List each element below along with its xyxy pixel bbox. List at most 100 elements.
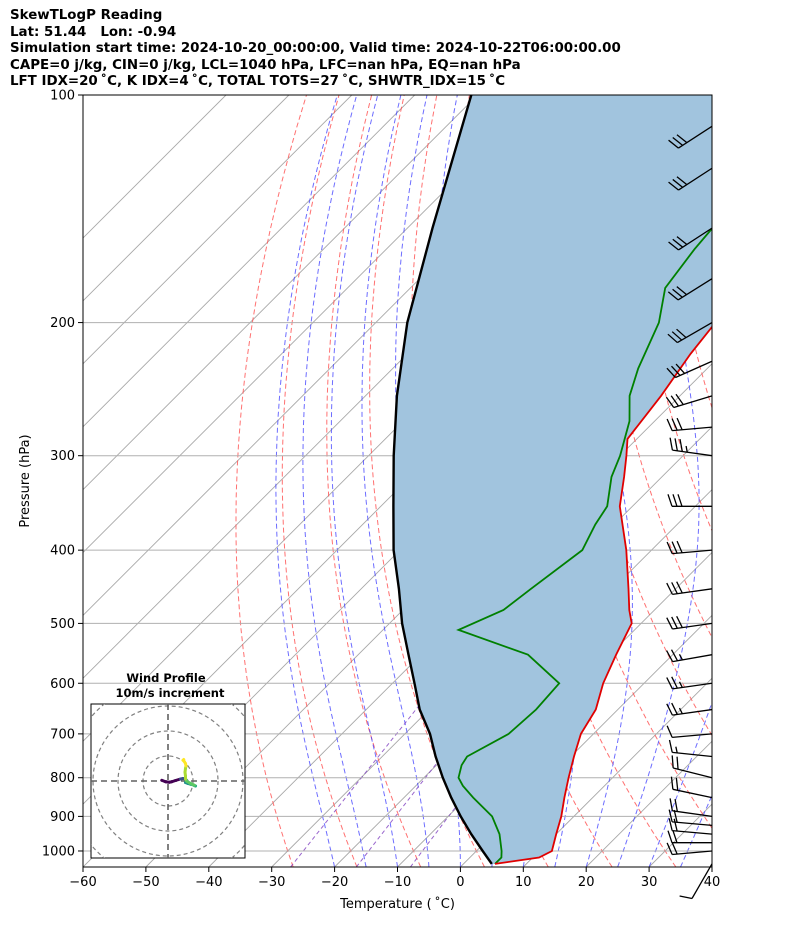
- wind-barb-flag: [676, 756, 679, 770]
- wind-barb-staff: [672, 788, 713, 799]
- isotherm-line: [775, 95, 794, 867]
- wind-barb-staff: [677, 278, 713, 301]
- wind-barb-staff: [678, 125, 713, 149]
- x-tick-label: 20: [578, 875, 595, 890]
- axes: −60 −50 −40 −30 −20 −10 0 10 20 30 40 100 200 300 400 5…: [18, 89, 720, 913]
- wind-barb-flag: [676, 417, 683, 431]
- wind-barb-flag: [667, 333, 678, 344]
- x-axis-title: Temperature ( ˚C): [339, 896, 455, 912]
- wind-barb-staff: [672, 821, 713, 827]
- wind-barb: [669, 798, 713, 818]
- y-tick-label: 400: [50, 544, 75, 559]
- isotherm-line: [83, 95, 227, 239]
- x-tick-label: −40: [195, 875, 222, 890]
- x-tick-label: −50: [132, 875, 159, 890]
- wind-barb-flag: [670, 395, 680, 407]
- wind-barb-flag: [671, 842, 678, 855]
- cape-fill-area: [393, 95, 712, 864]
- wind-barb-staff: [673, 395, 713, 409]
- x-tick-label: 40: [704, 875, 721, 890]
- wind-barb-flag: [667, 494, 673, 507]
- wind-barb-flag: [676, 540, 683, 554]
- y-tick-label: 900: [50, 810, 75, 825]
- isotherm-line: [83, 95, 290, 302]
- y-tick-label: 500: [50, 617, 75, 632]
- y-tick-label: 700: [50, 727, 75, 742]
- isotherm-line: [83, 95, 353, 365]
- wind-barbs: [665, 125, 713, 900]
- wind-barb: [668, 227, 713, 251]
- moist-adiabat-line: [617, 95, 700, 867]
- wind-barb-flag: [671, 418, 678, 431]
- indices-line: LFT IDX=20 ˚C, K IDX=4 ˚C, TOTAL TOTS=27…: [10, 74, 506, 90]
- time-line: Simulation start time: 2024-10-20_00:00:…: [10, 41, 621, 57]
- wind-barb-flag: [668, 809, 673, 823]
- x-tick-label: 10: [515, 875, 532, 890]
- wind-barb-flag: [667, 830, 673, 843]
- wind-barb-flag: [671, 676, 678, 689]
- isotherm-line: [83, 95, 416, 428]
- wind-barb: [666, 676, 713, 690]
- x-tick-label: −20: [321, 875, 348, 890]
- cape-fill-layer: [393, 95, 712, 864]
- y-tick-label: 800: [50, 771, 75, 786]
- wind-barb-flag: [667, 291, 679, 301]
- wind-barb-flag: [666, 617, 673, 630]
- wind-barb-flag: [672, 830, 678, 843]
- y-tick-label: 300: [50, 449, 75, 464]
- wind-barb-flag: [671, 702, 678, 715]
- isotherm-line: [83, 95, 478, 491]
- wind-barb-staff: [677, 322, 713, 344]
- wind-barb: [666, 725, 713, 739]
- wind-barb: [679, 863, 713, 900]
- isotherm-line: [83, 95, 541, 554]
- location-line: Lat: 51.44 Lon: -0.94: [10, 24, 177, 40]
- moist-adiabat-line: [680, 794, 712, 867]
- wind-barb-flag: [676, 581, 683, 594]
- wind-barb-flag: [672, 238, 684, 248]
- moist-adiabat-line: [361, 95, 430, 867]
- wind-barb-flag: [670, 649, 679, 662]
- isotherm-line: [711, 866, 712, 867]
- wind-barb-flag: [677, 494, 683, 507]
- wind-barb-staff: [672, 682, 713, 690]
- wind-barb-flag: [673, 809, 678, 823]
- y-tick-label: 200: [50, 316, 75, 331]
- y-axis-title: Pressure (hPa): [18, 434, 33, 527]
- wind-barb-flag: [668, 139, 679, 149]
- wind-barb-staff: [672, 830, 713, 835]
- moist-adiabat-line: [330, 95, 398, 867]
- wind-barb-half-flag: [678, 707, 683, 715]
- wind-barb-half-flag: [675, 746, 678, 754]
- wind-barb-flag: [675, 363, 686, 374]
- wind-barb-flag: [670, 776, 674, 790]
- wind-barb-flag: [671, 541, 678, 554]
- wind-barb-flag: [666, 582, 673, 595]
- wind-barb-staff: [672, 622, 713, 630]
- hodograph-subtitle: 10m/s increment: [116, 686, 225, 700]
- parcel-profile-line: [392, 95, 493, 865]
- wind-barb: [666, 615, 713, 630]
- cape-line: CAPE=0 j/kg, CIN=0 j/kg, LCL=1040 hPa, L…: [10, 57, 521, 73]
- wind-barb-flag: [672, 288, 683, 298]
- wind-barb: [666, 649, 713, 663]
- wind-barb-flag: [666, 418, 673, 431]
- wind-barb-flag: [665, 396, 675, 408]
- chart-title: SkewTLogP Reading: [10, 8, 163, 23]
- wind-barb-flag: [668, 181, 679, 191]
- wind-barb-flag: [668, 818, 673, 831]
- hodograph-title: Wind Profile: [126, 671, 206, 685]
- moist-adiabat-line: [711, 865, 712, 867]
- temperature-profile-line: [494, 325, 712, 865]
- wind-barb: [666, 842, 713, 856]
- wind-barb-staff: [673, 767, 713, 779]
- y-tick-label: 100: [50, 89, 75, 104]
- wind-barb: [667, 322, 713, 344]
- hodograph-plot-area: [91, 704, 245, 858]
- wind-barb-flag: [674, 438, 678, 451]
- wind-barb-flag: [668, 241, 679, 251]
- isotherm-line: [522, 677, 712, 867]
- wind-barb-half-flag: [678, 654, 684, 661]
- wind-barb: [666, 581, 713, 596]
